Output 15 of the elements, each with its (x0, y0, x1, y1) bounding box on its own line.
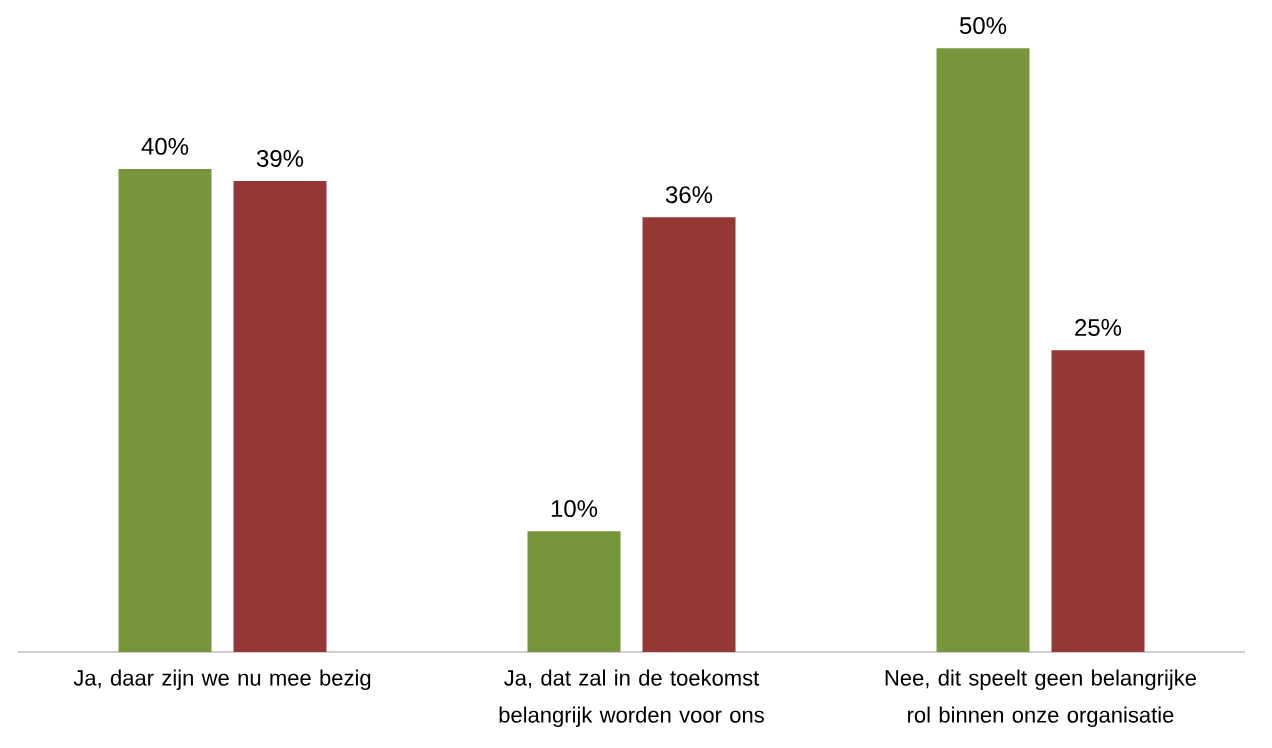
bar (233, 181, 327, 652)
bar (118, 169, 212, 652)
x-tick-label: Ja, dat zal in de toekomst belangrijk worden voor ons (499, 669, 764, 728)
bar (527, 531, 621, 652)
x-tick-label: Nee, dit speelt geen belangrijke rol binnen onze organisatie (885, 669, 1196, 728)
data-label: 40% (141, 137, 189, 155)
data-label: 36% (665, 186, 713, 204)
data-label: 10% (551, 500, 598, 518)
data-label: 39% (256, 149, 304, 167)
data-label: 50% (959, 17, 1007, 35)
bar (936, 48, 1030, 652)
x-tick-label: Ja, daar zijn we nu mee bezig (73, 669, 371, 691)
bar (1051, 350, 1145, 652)
data-label: 25% (1075, 318, 1122, 336)
bar (642, 217, 736, 652)
